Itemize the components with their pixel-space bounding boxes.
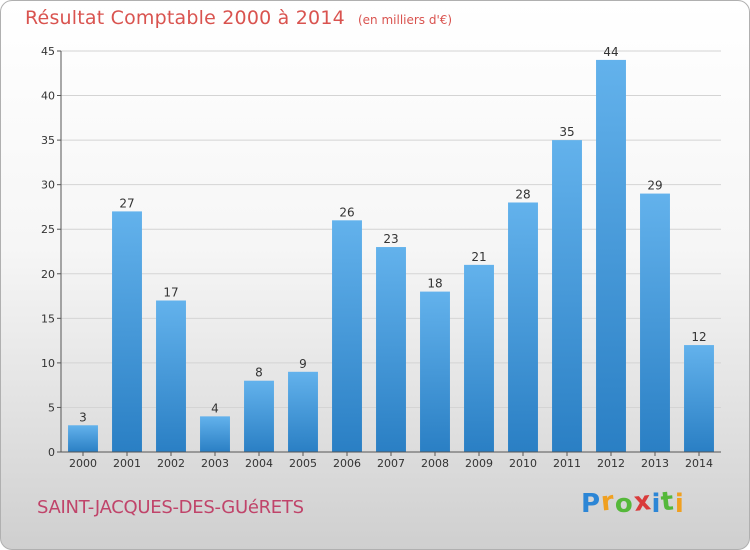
commune-name: SAINT-JACQUES-DES-GUéRETS <box>37 497 304 518</box>
x-tick-label-2012: 2012 <box>597 457 625 470</box>
logo-letter: i <box>651 489 662 519</box>
y-tick-label-10: 10 <box>41 357 55 370</box>
x-tick-label-2002: 2002 <box>157 457 185 470</box>
x-tick-label-2014: 2014 <box>685 457 713 470</box>
x-tick-label-2009: 2009 <box>465 457 493 470</box>
y-tick-label-35: 35 <box>41 134 55 147</box>
logo-letter: i <box>674 489 685 519</box>
bar-value-label-2008: 18 <box>427 277 442 291</box>
bar-value-label-2001: 27 <box>119 196 134 210</box>
x-tick-label-2007: 2007 <box>377 457 405 470</box>
bar-2014 <box>684 345 714 452</box>
bar-2008 <box>420 291 450 452</box>
x-tick-label-2001: 2001 <box>113 457 141 470</box>
bar-2007 <box>376 247 406 452</box>
bar-2006 <box>332 220 362 452</box>
y-tick-label-30: 30 <box>41 179 55 192</box>
bar-2009 <box>464 264 494 452</box>
bar-value-label-2013: 29 <box>647 179 662 193</box>
bar-2001 <box>112 211 142 452</box>
bar-2005 <box>288 371 318 452</box>
bar-2011 <box>552 140 582 452</box>
bar-2000 <box>68 425 98 452</box>
x-tick-label-2005: 2005 <box>289 457 317 470</box>
y-tick-label-15: 15 <box>41 312 55 325</box>
logo-letter: r <box>599 486 617 518</box>
x-tick-label-2000: 2000 <box>69 457 97 470</box>
bar-value-label-2009: 21 <box>471 250 486 264</box>
bar-2003 <box>200 416 230 452</box>
bar-2004 <box>244 380 274 452</box>
bar-2012 <box>596 59 626 453</box>
bar-value-label-2006: 26 <box>339 205 354 219</box>
x-tick-label-2003: 2003 <box>201 457 229 470</box>
y-tick-label-25: 25 <box>41 223 55 236</box>
x-tick-label-2004: 2004 <box>245 457 273 470</box>
bar-value-label-2003: 4 <box>211 401 219 415</box>
x-tick-label-2013: 2013 <box>641 457 669 470</box>
bar-2010 <box>508 202 538 452</box>
chart-title: Résultat Comptable 2000 à 2014 <box>25 7 345 29</box>
axes: 0 5 10 15 20 25 30 35 40 45 2000 2001 2002 2003 2004 20… <box>41 45 721 470</box>
bar-value-label-2005: 9 <box>299 357 307 371</box>
x-tick-label-2008: 2008 <box>421 457 449 470</box>
bar-value-label-2012: 44 <box>603 45 618 59</box>
bar-2002 <box>156 300 186 452</box>
y-tick-label-0: 0 <box>48 446 55 459</box>
title-row: Résultat Comptable 2000 à 2014 (en milli… <box>25 7 452 29</box>
y-tick-label-45: 45 <box>41 45 55 58</box>
logo-letter: o <box>614 489 634 519</box>
y-tick-label-40: 40 <box>41 90 55 103</box>
bar-value-label-2004: 8 <box>255 366 263 380</box>
bar-value-label-2007: 23 <box>383 232 398 246</box>
bar-value-label-2002: 17 <box>163 286 178 300</box>
bar-value-label-2000: 3 <box>79 410 87 424</box>
bar-value-label-2010: 28 <box>515 187 530 201</box>
x-tick-label-2011: 2011 <box>553 457 581 470</box>
logo-letter: x <box>632 486 654 518</box>
bars: 3 27 17 4 8 9 26 23 18 21 28 35 44 29 12 <box>68 45 714 453</box>
bar-value-label-2014: 12 <box>691 330 706 344</box>
x-tick-label-2010: 2010 <box>509 457 537 470</box>
bar-value-label-2011: 35 <box>559 125 574 139</box>
chart-unit: (en milliers d'€) <box>357 13 453 27</box>
y-tick-label-20: 20 <box>41 268 55 281</box>
x-tick-label-2006: 2006 <box>333 457 361 470</box>
proxiti-logo[interactable]: Proxiti <box>581 486 685 519</box>
y-tick-label-5: 5 <box>48 401 55 414</box>
logo-letter: P <box>581 489 602 519</box>
bar-2013 <box>640 193 670 453</box>
